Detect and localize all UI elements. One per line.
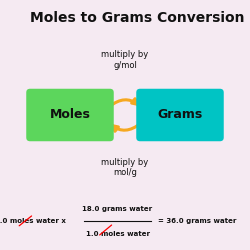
FancyBboxPatch shape bbox=[26, 89, 114, 141]
FancyBboxPatch shape bbox=[136, 89, 224, 141]
FancyArrowPatch shape bbox=[110, 99, 138, 106]
Text: 1.0 moles water: 1.0 moles water bbox=[86, 231, 150, 237]
Text: 2.0 moles water x: 2.0 moles water x bbox=[0, 218, 66, 224]
Text: 18.0 grams water: 18.0 grams water bbox=[82, 206, 152, 212]
Text: multiply by
g/mol: multiply by g/mol bbox=[102, 50, 148, 70]
Text: = 36.0 grams water: = 36.0 grams water bbox=[158, 218, 236, 224]
Text: Moles: Moles bbox=[50, 108, 90, 122]
Text: Moles to Grams Conversion: Moles to Grams Conversion bbox=[30, 10, 245, 24]
Text: Grams: Grams bbox=[158, 108, 202, 122]
FancyArrowPatch shape bbox=[112, 124, 140, 131]
Text: multiply by
mol/g: multiply by mol/g bbox=[102, 158, 148, 177]
